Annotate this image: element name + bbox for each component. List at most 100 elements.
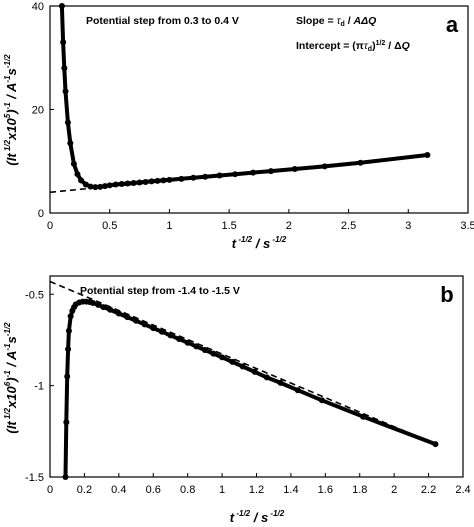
panel-b: 0 0.2 0.4 0.6 0.8 1 1.2 1.4 1.6 1.8 2 2.2 2.4 -0.5 -1 -… <box>3 275 471 525</box>
panel-a-intercept-text: Intercept = (πτd)1/2 / ΔQ <box>296 40 410 53</box>
data-point <box>130 179 137 186</box>
data-point <box>190 174 197 181</box>
x-tick-label: 2.4 <box>455 484 470 496</box>
data-point <box>58 3 65 9</box>
data-point <box>141 321 148 328</box>
data-point <box>65 346 72 353</box>
x-tick-label: 1.5 <box>221 220 236 232</box>
data-point <box>67 313 74 320</box>
data-point <box>360 413 367 420</box>
data-point <box>74 171 81 178</box>
data-point <box>178 175 185 182</box>
data-point <box>318 397 325 404</box>
data-point <box>216 172 223 179</box>
data-point <box>92 184 99 191</box>
data-point <box>267 168 274 175</box>
data-point <box>202 173 209 180</box>
panel-a-letter: a <box>446 12 459 37</box>
data-point <box>229 358 236 365</box>
x-tick-label: 1 <box>219 484 225 496</box>
data-point <box>294 387 301 394</box>
data-point <box>201 347 208 354</box>
data-point <box>61 65 68 72</box>
x-tick-label: 2 <box>286 220 292 232</box>
data-point <box>115 310 122 317</box>
x-tick-label: 2.5 <box>341 220 356 232</box>
data-point <box>63 419 70 426</box>
data-point <box>210 350 217 357</box>
data-point <box>263 374 270 381</box>
x-tick-label: 1.8 <box>352 484 367 496</box>
data-point <box>62 88 69 95</box>
data-point <box>219 354 226 361</box>
x-tick-label: 1.6 <box>318 484 333 496</box>
x-tick-label: 2.2 <box>421 484 436 496</box>
data-point <box>67 140 74 147</box>
data-point <box>124 180 131 187</box>
y-tick-label: -1.5 <box>25 472 44 484</box>
x-tick-label: 1.4 <box>283 484 298 496</box>
x-tick-label: 2 <box>391 484 397 496</box>
data-point <box>424 152 431 159</box>
x-tick-label: 1.2 <box>249 484 264 496</box>
y-tick-label: 0 <box>38 208 44 220</box>
panel-a-tick-labels: 0 0.5 1 1.5 2 2.5 3 3.5 0 20 40 <box>32 1 474 232</box>
data-point <box>167 332 174 339</box>
data-point <box>118 181 125 188</box>
panel-b-annotation: Potential step from -1.4 to -1.5 V <box>80 285 240 297</box>
panel-a-marks <box>49 3 431 194</box>
x-tick-label: 0.4 <box>111 484 126 496</box>
data-point <box>321 163 328 170</box>
data-point <box>176 336 183 343</box>
data-point <box>250 169 257 176</box>
data-point <box>160 177 167 184</box>
panel-b-tick-labels: 0 0.2 0.4 0.6 0.8 1 1.2 1.4 1.6 1.8 2 2.2 2.4 -0.5 -1 -… <box>25 289 471 496</box>
y-tick-label: 40 <box>32 1 44 13</box>
data-point <box>64 373 71 380</box>
data-point <box>158 328 165 335</box>
data-point <box>95 301 102 308</box>
x-tick-label: 0.8 <box>180 484 195 496</box>
data-point <box>106 182 113 189</box>
data-point <box>154 177 161 184</box>
data-point <box>184 339 191 346</box>
data-point <box>62 474 69 480</box>
data-point <box>78 177 85 184</box>
data-point <box>112 181 119 188</box>
x-tick-label: 1 <box>166 220 172 232</box>
y-tick-label: -0.5 <box>25 289 44 301</box>
data-point <box>64 119 71 126</box>
x-tick-label: 0.5 <box>102 220 117 232</box>
panel-b-letter: b <box>440 282 453 307</box>
data-point <box>277 379 284 386</box>
data-point <box>291 166 298 173</box>
panel-a-annotation: Potential step from 0.3 to 0.4 V <box>86 15 239 27</box>
panel-b-marks <box>49 280 439 480</box>
data-point <box>107 306 114 313</box>
data-point <box>70 160 77 167</box>
data-point <box>193 343 200 350</box>
data-point <box>432 441 439 448</box>
data-point <box>87 183 94 190</box>
x-tick-label: 0 <box>47 484 53 496</box>
data-point <box>60 39 67 46</box>
x-tick-label: 3 <box>405 220 411 232</box>
data-point <box>232 171 239 178</box>
data-point <box>100 304 107 311</box>
x-tick-label: 0.2 <box>77 484 92 496</box>
data-point <box>166 176 173 183</box>
data-point <box>65 327 72 334</box>
data-point <box>357 159 364 166</box>
data-point <box>239 363 246 370</box>
y-tick-label: 20 <box>32 105 44 117</box>
data-point <box>124 314 131 321</box>
data-point <box>251 368 258 375</box>
x-tick-label: 0.6 <box>146 484 161 496</box>
data-point <box>133 317 140 324</box>
data-point <box>142 178 149 185</box>
panel-a-slope-text: Slope = τd / AΔQ <box>296 15 376 28</box>
y-tick-label: -1 <box>34 381 44 393</box>
x-tick-label: 0 <box>47 220 53 232</box>
data-point <box>148 178 155 185</box>
